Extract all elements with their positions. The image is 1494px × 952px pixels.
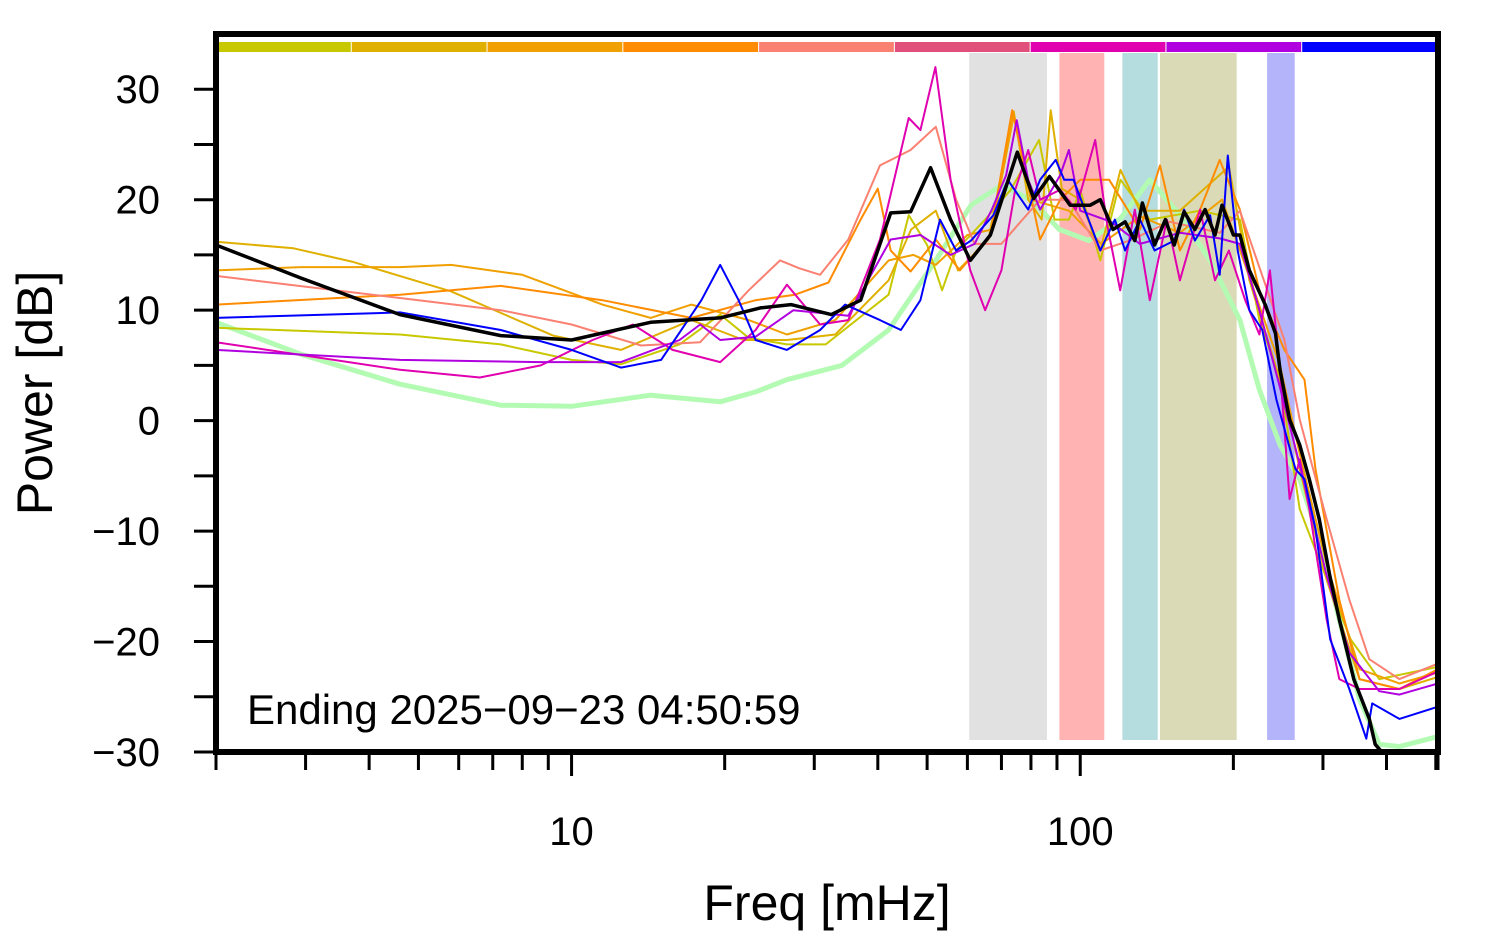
y-tick-label: 30 xyxy=(116,68,161,112)
band-2 xyxy=(1122,53,1158,740)
color-strip-segment-3 xyxy=(623,42,759,52)
x-tick-label: 10 xyxy=(549,810,594,854)
x-axis-title: Freq [mHz] xyxy=(703,875,950,931)
series-line-2 xyxy=(216,109,1438,690)
y-tick-label: −10 xyxy=(92,510,160,554)
band-3 xyxy=(1160,53,1237,740)
frequency-bands xyxy=(969,53,1295,740)
band-4 xyxy=(1267,53,1295,740)
series-line-7 xyxy=(216,119,1438,696)
color-strip-segment-7 xyxy=(1166,42,1302,52)
series-line-3 xyxy=(216,114,1438,685)
series-line-0 xyxy=(216,177,1438,749)
plot-frame xyxy=(213,31,1441,755)
y-tick-label: −30 xyxy=(92,731,160,775)
color-strip-segment-2 xyxy=(487,42,623,52)
color-strip xyxy=(216,42,1437,52)
y-axis-title: Power [dB] xyxy=(7,271,63,516)
color-strip-segment-4 xyxy=(759,42,894,52)
color-strip-segment-1 xyxy=(351,42,487,52)
series-lines xyxy=(216,66,1438,752)
band-1 xyxy=(1059,53,1105,740)
y-tick-label: 0 xyxy=(138,400,160,444)
y-tick-label: −20 xyxy=(92,621,160,665)
y-tick-label: 20 xyxy=(116,179,161,223)
y-tick-label: 10 xyxy=(116,289,161,333)
series-line-4 xyxy=(216,109,1438,690)
series-line-8 xyxy=(216,154,1438,740)
color-strip-segment-5 xyxy=(894,42,1030,52)
series-line-5 xyxy=(216,125,1438,681)
x-tick-label: 100 xyxy=(1047,810,1114,854)
color-strip-segment-0 xyxy=(216,42,351,52)
color-strip-segment-8 xyxy=(1302,42,1437,52)
color-strip-segment-6 xyxy=(1030,42,1166,52)
series-line-9 xyxy=(216,150,1385,752)
series-line-1 xyxy=(216,139,1438,681)
band-0 xyxy=(969,53,1047,740)
ending-annotation: Ending 2025−09−23 04:50:59 xyxy=(247,686,801,733)
